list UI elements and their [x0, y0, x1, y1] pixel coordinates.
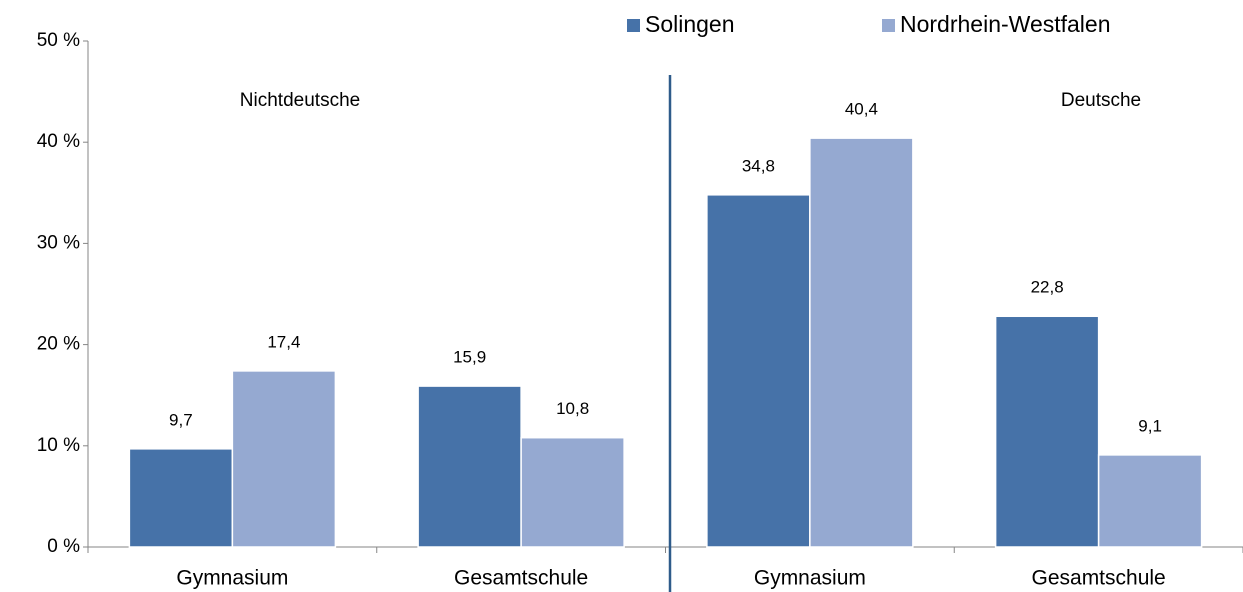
x-tick-label: Gymnasium	[754, 567, 866, 590]
y-tick-label: 40 %	[37, 131, 80, 152]
annotation: Nichtdeutsche	[240, 90, 360, 111]
legend-swatch	[882, 19, 895, 32]
x-tick-label: Gymnasium	[176, 567, 288, 590]
y-tick-label: 0 %	[47, 536, 80, 557]
y-tick-label: 10 %	[37, 435, 80, 456]
annotation: Deutsche	[1061, 90, 1141, 111]
y-tick-label: 50 %	[37, 30, 80, 51]
y-tick-label: 20 %	[37, 334, 80, 355]
bar	[809, 137, 914, 548]
value-label: 9,7	[169, 410, 193, 429]
legend-label: Solingen	[645, 11, 735, 37]
value-label: 34,8	[742, 156, 775, 175]
value-label: 9,1	[1138, 416, 1162, 435]
bar	[231, 370, 337, 548]
legend-swatch	[627, 19, 640, 32]
bar	[417, 385, 522, 548]
y-tick-label: 30 %	[37, 232, 80, 253]
x-tick-label: Gesamtschule	[1032, 567, 1166, 590]
value-label: 17,4	[267, 332, 300, 351]
legend-label: Nordrhein-Westfalen	[900, 11, 1111, 37]
x-tick-label: Gesamtschule	[454, 567, 588, 590]
bar	[706, 194, 811, 548]
value-label: 15,9	[453, 348, 486, 367]
bar	[1097, 454, 1203, 548]
value-label: 40,4	[845, 100, 878, 119]
bar	[520, 436, 625, 548]
value-label: 10,8	[556, 399, 589, 418]
bar	[994, 315, 1100, 548]
bar	[128, 448, 234, 548]
value-label: 22,8	[1031, 278, 1064, 297]
